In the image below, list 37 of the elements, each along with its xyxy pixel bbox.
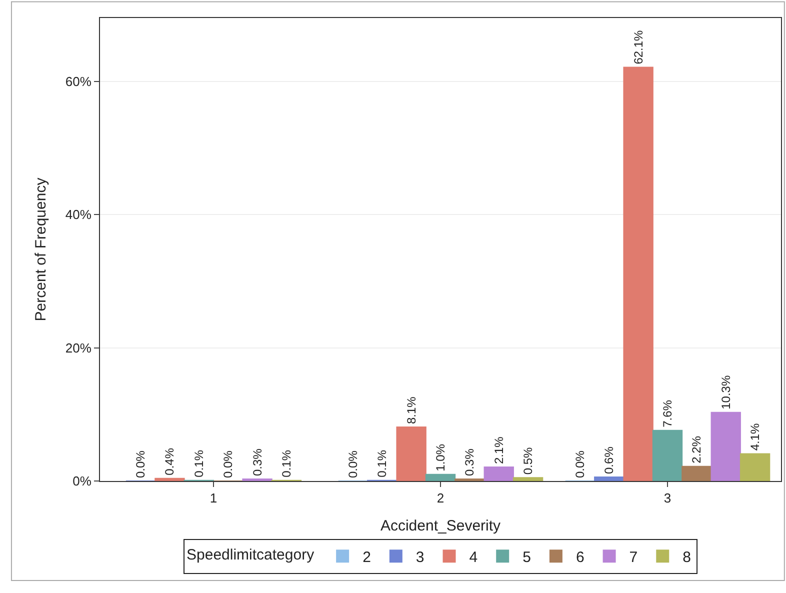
y-axis-title: Percent of Frequency: [32, 177, 50, 322]
x-tick-label: 2: [436, 490, 444, 506]
data-label: 0.6%: [602, 446, 616, 474]
data-label: 0.3%: [250, 448, 264, 476]
data-label: 0.0%: [346, 450, 360, 478]
legend-label: 6: [576, 548, 584, 566]
data-label: 0.1%: [192, 450, 206, 478]
data-label: 0.5%: [521, 446, 536, 475]
data-label: 0.0%: [572, 450, 587, 478]
y-tick-label: 40%: [65, 207, 92, 222]
x-axis-title: Accident_Severity: [380, 518, 502, 535]
data-label: 10.3%: [718, 375, 733, 410]
legend-label: 8: [682, 548, 691, 566]
legend-label: 4: [469, 548, 478, 566]
data-label: 0.1%: [375, 450, 390, 478]
data-label: 0.4%: [162, 448, 177, 476]
data-label: 2.2%: [690, 436, 704, 464]
data-label: 62.1%: [631, 30, 646, 64]
x-tick-label: 1: [210, 490, 218, 506]
data-label: 7.6%: [660, 400, 674, 428]
y-tick-label: 60%: [65, 74, 92, 89]
legend-label: 5: [522, 548, 531, 566]
data-label: 0.3%: [462, 448, 477, 476]
legend-title: Speedlimitcategory: [186, 546, 315, 564]
data-label: 1.0%: [434, 444, 448, 472]
data-label: 0.0%: [221, 450, 236, 478]
data-label: 8.1%: [404, 396, 418, 424]
legend-label: 2: [362, 548, 371, 566]
x-tick-label: 3: [664, 490, 672, 506]
legend-label: 3: [416, 548, 424, 566]
legend-label: 7: [629, 548, 638, 566]
data-label: 0.0%: [134, 450, 148, 478]
y-tick-label: 0%: [72, 474, 92, 489]
y-tick-label: 20%: [65, 340, 92, 356]
data-label: 4.1%: [748, 423, 762, 451]
data-label: 0.1%: [279, 450, 294, 478]
data-label: 2.1%: [492, 436, 506, 464]
